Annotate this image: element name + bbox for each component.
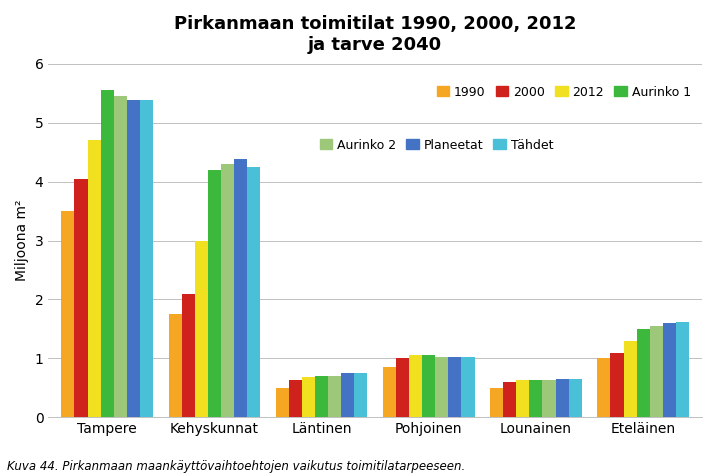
Bar bbox=[195, 240, 208, 418]
Legend: Aurinko 2, Planeetat, Tähdet: Aurinko 2, Planeetat, Tähdet bbox=[315, 133, 559, 157]
Bar bbox=[234, 159, 247, 418]
Bar bbox=[637, 329, 650, 418]
Bar bbox=[140, 100, 153, 418]
Bar bbox=[289, 380, 302, 418]
Bar bbox=[341, 373, 354, 418]
Bar bbox=[529, 380, 543, 418]
Bar bbox=[597, 359, 610, 418]
Bar bbox=[448, 357, 462, 418]
Title: Pirkanmaan toimitilat 1990, 2000, 2012
ja tarve 2040: Pirkanmaan toimitilat 1990, 2000, 2012 j… bbox=[174, 15, 576, 54]
Bar bbox=[168, 314, 181, 418]
Bar bbox=[62, 211, 75, 418]
Bar bbox=[383, 367, 396, 418]
Bar bbox=[328, 376, 341, 418]
Bar bbox=[75, 179, 87, 418]
Bar bbox=[569, 379, 581, 418]
Bar bbox=[208, 170, 221, 418]
Bar bbox=[462, 357, 475, 418]
Bar bbox=[422, 355, 435, 418]
Bar bbox=[302, 377, 315, 418]
Bar bbox=[100, 90, 114, 418]
Bar bbox=[127, 100, 140, 418]
Y-axis label: Miljoona m²: Miljoona m² bbox=[15, 200, 29, 281]
Bar bbox=[650, 326, 663, 418]
Bar bbox=[247, 167, 260, 418]
Bar bbox=[663, 323, 676, 418]
Bar bbox=[624, 341, 637, 418]
Bar bbox=[556, 379, 569, 418]
Bar bbox=[676, 322, 689, 418]
Bar bbox=[315, 376, 328, 418]
Bar bbox=[516, 380, 529, 418]
Bar bbox=[396, 359, 409, 418]
Bar bbox=[181, 294, 195, 418]
Bar bbox=[221, 164, 234, 418]
Bar bbox=[114, 96, 127, 418]
Bar bbox=[435, 357, 448, 418]
Bar bbox=[503, 382, 516, 418]
Bar bbox=[276, 388, 289, 418]
Bar bbox=[354, 373, 367, 418]
Bar bbox=[610, 352, 624, 418]
Bar bbox=[543, 380, 556, 418]
Bar bbox=[490, 388, 503, 418]
Bar bbox=[87, 140, 100, 418]
Bar bbox=[409, 355, 422, 418]
Text: Kuva 44. Pirkanmaan maankäyttövaihtoehtojen vaikutus toimitilatarpeeseen.: Kuva 44. Pirkanmaan maankäyttövaihtoehto… bbox=[7, 460, 465, 473]
